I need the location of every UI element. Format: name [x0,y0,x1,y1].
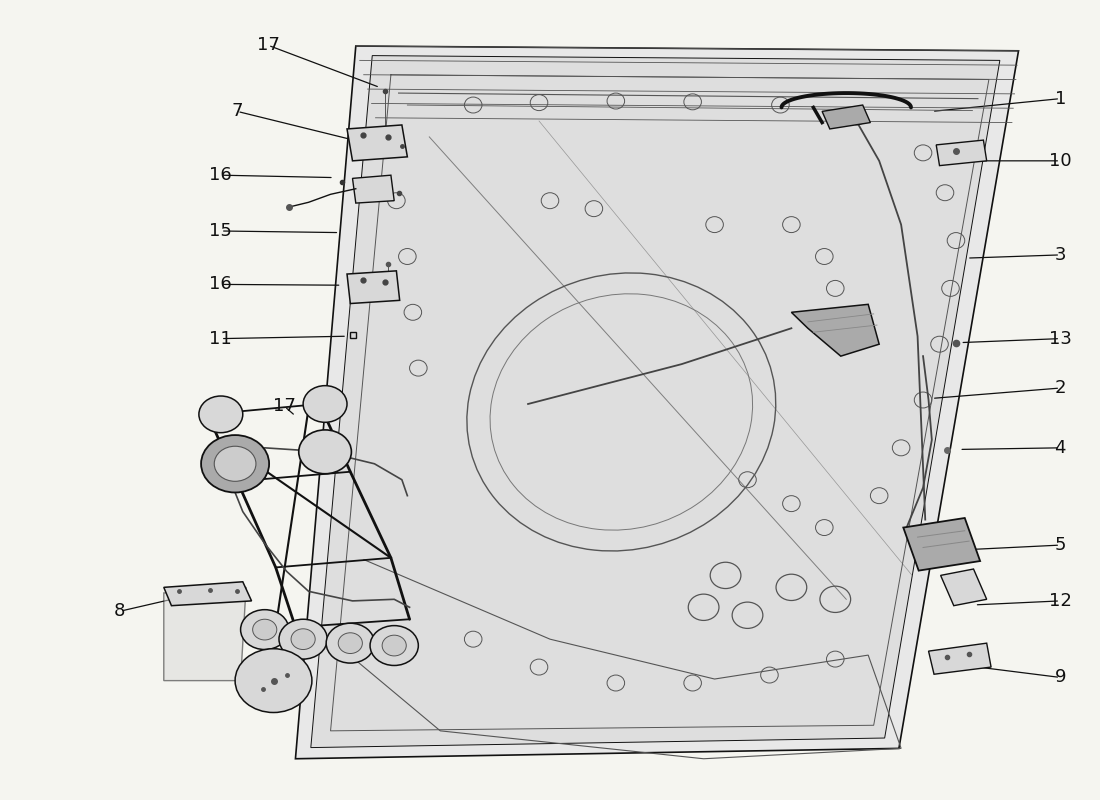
Polygon shape [346,125,407,161]
Ellipse shape [214,446,256,482]
Text: 16: 16 [209,166,232,184]
Polygon shape [791,304,879,356]
Text: 6: 6 [374,182,386,200]
Polygon shape [352,175,394,203]
Text: 2: 2 [1055,379,1066,397]
Ellipse shape [382,635,406,656]
Ellipse shape [370,626,418,666]
Polygon shape [296,46,1019,758]
Polygon shape [164,582,252,606]
Ellipse shape [299,430,351,474]
Text: 8: 8 [114,602,125,620]
Polygon shape [346,271,399,303]
Text: 15: 15 [209,222,232,240]
Polygon shape [164,587,246,681]
Text: 7: 7 [231,102,243,121]
Text: 1: 1 [1055,90,1066,108]
Polygon shape [928,643,991,674]
Ellipse shape [292,629,316,650]
Text: 5: 5 [1055,536,1066,554]
Ellipse shape [235,649,312,713]
Ellipse shape [304,386,346,422]
Polygon shape [940,569,987,606]
Ellipse shape [338,633,362,654]
Text: 17: 17 [273,398,296,415]
Ellipse shape [201,435,270,493]
Polygon shape [936,140,987,166]
Text: 12: 12 [1048,592,1071,610]
Text: 13: 13 [1048,330,1071,348]
Text: 17: 17 [256,36,279,54]
Polygon shape [903,518,980,570]
Text: 16: 16 [209,275,232,294]
Text: 11: 11 [209,330,232,348]
Ellipse shape [253,619,277,640]
Polygon shape [822,105,870,129]
Ellipse shape [241,610,289,650]
Ellipse shape [327,623,374,663]
Text: 10: 10 [1049,152,1071,170]
Text: 4: 4 [1055,439,1066,457]
Text: 3: 3 [1055,246,1066,264]
Polygon shape [311,56,1000,747]
Ellipse shape [199,396,243,433]
Text: 9: 9 [1055,669,1066,686]
Ellipse shape [279,619,328,659]
